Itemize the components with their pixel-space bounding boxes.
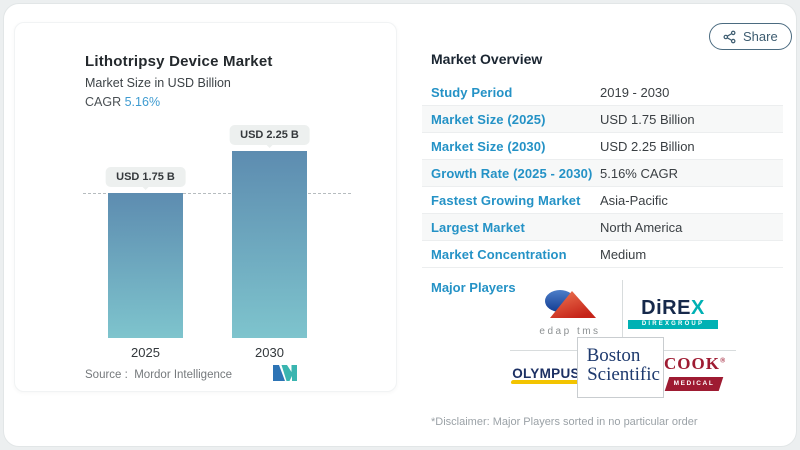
boston-scientific-line1: Boston [586, 345, 641, 366]
logo-divider-vertical [622, 280, 623, 337]
share-button-label: Share [743, 29, 778, 44]
edap-tms-logo-text: edap tms [539, 326, 601, 337]
table-row: Largest Market North America [422, 214, 783, 241]
boston-scientific-line2: Scientific [587, 364, 660, 385]
row-label: Market Size (2030) [431, 138, 546, 154]
overview-table: Study Period 2019 - 2030 Market Size (2025… [422, 79, 783, 268]
bar-value-label: USD 1.75 B [105, 167, 186, 187]
cagr-value: 5.16% [124, 95, 161, 109]
logo-divider-right [664, 350, 736, 351]
direx-logo: DiREX DIREXGROUP [628, 297, 718, 329]
boston-scientific-logo: Boston Scientific [577, 337, 664, 398]
cook-medical-logo: COOK® MEDICAL [664, 354, 727, 391]
row-label: Market Size (2025) [431, 111, 546, 127]
overview-heading: Market Overview [431, 51, 543, 67]
share-icon [723, 30, 736, 43]
olympus-yellow-swoosh [510, 380, 582, 384]
cook-logo-text: COOK® [664, 354, 727, 373]
bar-category-label: 2030 [255, 345, 284, 360]
edap-tms-logo-icon [545, 290, 596, 318]
major-players-disclaimer: *Disclaimer: Major Players sorted in no … [431, 416, 698, 428]
source-label: Source : [85, 369, 128, 381]
chart-title: Lithotripsy Device Market [85, 53, 273, 70]
table-row: Study Period 2019 - 2030 [422, 79, 783, 106]
major-players-label: Major Players [431, 280, 516, 295]
table-row: Market Concentration Medium [422, 241, 783, 268]
bar-2030 [232, 151, 307, 338]
row-label: Study Period [431, 84, 513, 100]
mordor-intelligence-logo-icon [273, 365, 297, 381]
share-button[interactable]: Share [709, 23, 792, 50]
direx-logo-text: DiREX [641, 297, 705, 319]
chart-source: Source : Mordor Intelligence [85, 369, 232, 381]
row-value: Asia-Pacific [600, 192, 668, 208]
chart-subtitle: Market Size in USD Billion [85, 76, 231, 90]
olympus-logo: OLYMPUS [510, 366, 582, 384]
table-row: Market Size (2030) USD 2.25 Billion [422, 133, 783, 160]
source-value: Mordor Intelligence [134, 369, 233, 381]
chart-cagr: CAGR 5.16% [85, 95, 160, 109]
bar-2025 [108, 193, 183, 338]
table-row: Market Size (2025) USD 1.75 Billion [422, 106, 783, 133]
table-row: Growth Rate (2025 - 2030) 5.16% CAGR [422, 160, 783, 187]
market-chart-card: Lithotripsy Device Market Market Size in… [14, 22, 397, 392]
bar-value-label: USD 2.25 B [229, 125, 310, 145]
bar-category-label: 2025 [131, 345, 160, 360]
edap-tms-logo: edap tms [536, 287, 604, 337]
logo-divider-left [510, 350, 577, 351]
table-row: Fastest Growing Market Asia-Pacific [422, 187, 783, 214]
row-value: 2019 - 2030 [600, 84, 670, 100]
row-label: Largest Market [431, 219, 525, 235]
row-label: Fastest Growing Market [431, 192, 581, 208]
row-value: USD 1.75 Billion [600, 111, 695, 127]
market-report-widget: Lithotripsy Device Market Market Size in… [3, 3, 797, 447]
row-value: North America [600, 219, 683, 235]
row-label: Market Concentration [431, 246, 567, 262]
row-value: Medium [600, 246, 647, 262]
cook-medical-banner: MEDICAL [664, 377, 724, 391]
olympus-logo-text: OLYMPUS [512, 366, 580, 381]
cagr-label: CAGR [85, 95, 122, 109]
row-label: Growth Rate (2025 - 2030) [431, 165, 593, 181]
reference-dashed-line [83, 193, 351, 194]
row-value: USD 2.25 Billion [600, 138, 695, 154]
direx-group-bar: DIREXGROUP [628, 320, 718, 329]
row-value: 5.16% CAGR [600, 165, 679, 181]
